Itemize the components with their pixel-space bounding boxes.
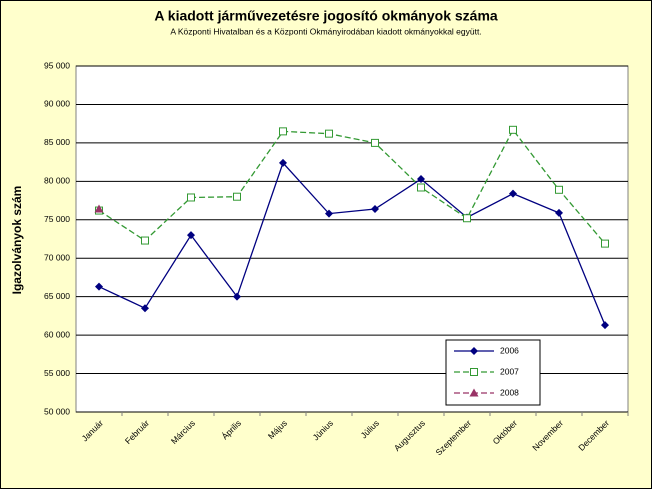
point — [509, 189, 517, 198]
point — [187, 231, 195, 240]
chart-title: A kiadott járművezetésre jogosító okmány… — [154, 8, 498, 24]
y-tick-label: 95 000 — [44, 60, 70, 70]
y-tick-label: 60 000 — [44, 329, 70, 339]
point — [463, 214, 471, 223]
series-line — [98, 128, 606, 245]
chart-subtitle: A Központi Hivatalban és a Központi Okmá… — [170, 26, 481, 36]
y-tick-label: 90 000 — [44, 99, 70, 109]
y-axis-label: Igazolványok szám — [10, 186, 24, 295]
series-line — [98, 161, 606, 326]
point — [509, 125, 517, 134]
point — [371, 138, 379, 147]
legend-label: 2006 — [500, 345, 519, 355]
point — [417, 183, 425, 192]
point — [279, 158, 287, 167]
point — [94, 204, 104, 213]
y-tick-label: 80 000 — [44, 176, 70, 186]
point — [555, 208, 563, 217]
point — [555, 185, 563, 194]
point — [470, 368, 478, 376]
y-tick-label: 85 000 — [44, 137, 70, 147]
point — [470, 347, 478, 355]
point — [141, 304, 149, 313]
legend-label: 2007 — [500, 366, 519, 376]
y-tick-label: 55 000 — [44, 368, 70, 378]
y-tick-label: 65 000 — [44, 291, 70, 301]
point — [279, 127, 287, 136]
legend-label: 2008 — [500, 387, 519, 397]
point — [325, 129, 333, 138]
point — [371, 205, 379, 214]
point — [95, 282, 103, 291]
y-tick-label: 50 000 — [44, 406, 70, 416]
plot-area — [75, 65, 629, 413]
point — [469, 388, 479, 397]
point — [141, 236, 149, 245]
legend: 2006 2007 2008 — [445, 339, 541, 406]
point — [325, 209, 333, 218]
point — [601, 321, 609, 330]
y-tick-label: 75 000 — [44, 214, 70, 224]
y-tick-label: 70 000 — [44, 252, 70, 262]
point — [417, 175, 425, 184]
point — [233, 292, 241, 301]
point — [601, 239, 609, 248]
point — [187, 193, 195, 202]
point — [233, 192, 241, 201]
